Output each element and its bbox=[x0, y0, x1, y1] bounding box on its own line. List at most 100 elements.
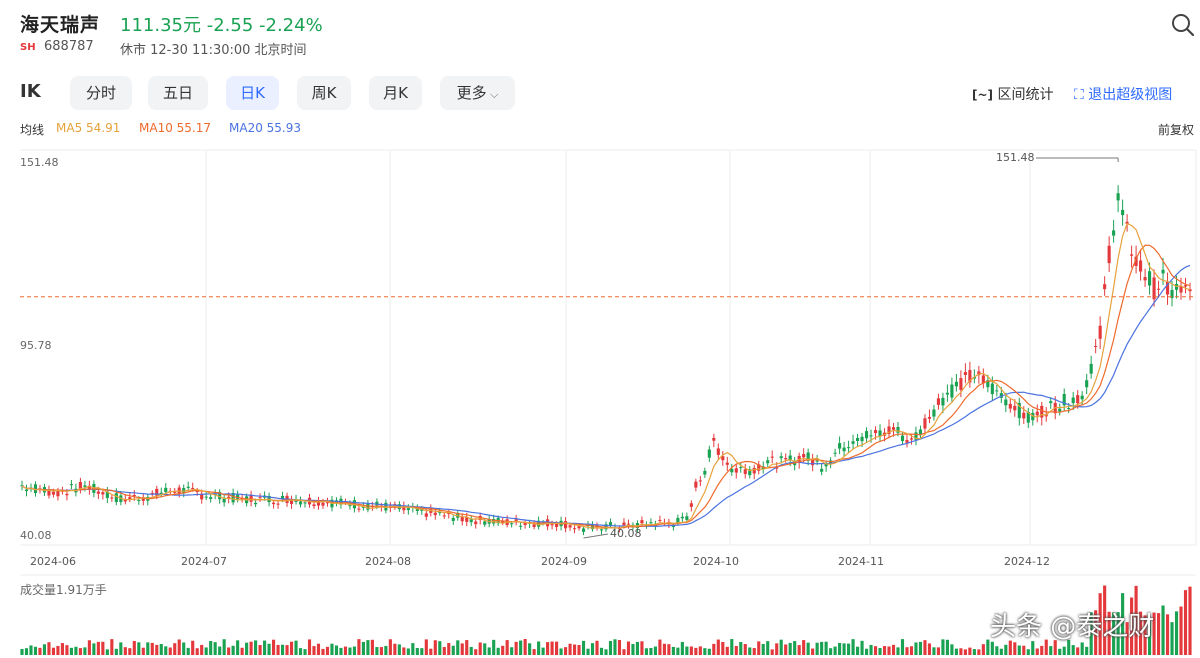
volume-bar bbox=[878, 647, 882, 655]
volume-bar bbox=[204, 647, 208, 655]
volume-bar bbox=[460, 643, 464, 655]
candle-body bbox=[716, 448, 720, 455]
ma-legend-label: 均线 bbox=[20, 123, 45, 137]
volume-bar bbox=[65, 645, 69, 655]
candle-body bbox=[316, 500, 321, 506]
volume-bar bbox=[1031, 641, 1035, 655]
candle-body bbox=[721, 456, 725, 461]
ma5-line bbox=[21, 222, 1191, 530]
volume-bar bbox=[766, 641, 770, 655]
volume-bar bbox=[631, 644, 635, 655]
volume-bar bbox=[590, 643, 595, 655]
search-icon[interactable] bbox=[1170, 12, 1196, 38]
volume-bar bbox=[361, 641, 365, 655]
candle-body bbox=[568, 525, 572, 528]
volume-bar bbox=[375, 647, 379, 655]
kline-toggle-icon[interactable]: IK bbox=[20, 81, 41, 102]
candle-body bbox=[361, 506, 365, 508]
volume-bar bbox=[1076, 647, 1080, 655]
volume-bar bbox=[451, 645, 455, 655]
candle-body bbox=[289, 499, 294, 504]
volume-bar bbox=[662, 643, 666, 655]
watermark: 头条 @泰之财 bbox=[990, 612, 1155, 642]
volume-bar bbox=[572, 644, 577, 655]
candle-body bbox=[1062, 393, 1066, 406]
candle-body bbox=[501, 520, 505, 523]
candle-body bbox=[748, 469, 752, 476]
candle-body bbox=[20, 485, 24, 487]
volume-bar bbox=[909, 646, 914, 655]
candle-body bbox=[366, 504, 370, 510]
volume-bar bbox=[393, 643, 397, 655]
focus-icon: ⛶ bbox=[1074, 87, 1084, 103]
candle-body bbox=[137, 499, 141, 501]
volume-bar bbox=[725, 646, 729, 655]
volume-bar bbox=[1040, 645, 1044, 655]
volume-bar bbox=[860, 640, 864, 655]
candle-body bbox=[581, 528, 586, 532]
volume-bar bbox=[680, 641, 684, 655]
volume-bar bbox=[200, 644, 204, 655]
candle-body bbox=[424, 513, 428, 517]
candle-body bbox=[599, 529, 604, 531]
candle-body bbox=[869, 435, 873, 437]
tab-minute[interactable]: 分时 bbox=[70, 76, 132, 110]
candle-body bbox=[941, 397, 945, 406]
volume-bar bbox=[626, 641, 631, 655]
volume-bar bbox=[492, 639, 496, 655]
tab-weekly-k[interactable]: 周K bbox=[297, 76, 351, 110]
volume-bar bbox=[146, 642, 150, 655]
candle-body bbox=[280, 495, 285, 499]
volume-bar bbox=[851, 639, 855, 655]
volume-bar bbox=[330, 643, 334, 655]
volume-bar bbox=[263, 640, 267, 655]
candle-body bbox=[1143, 277, 1147, 281]
tab-more[interactable]: 更多 ⌵ bbox=[440, 76, 515, 110]
exit-super-view-button[interactable]: ⛶ 退出超级视图 bbox=[1074, 84, 1172, 104]
volume-bar bbox=[496, 647, 500, 655]
volume-bar bbox=[78, 648, 82, 655]
interval-stats-button[interactable]: [~] 区间统计 bbox=[972, 84, 1053, 104]
candle-body bbox=[658, 519, 662, 521]
volume-bar bbox=[51, 647, 56, 655]
candle-body bbox=[932, 409, 936, 417]
candle-body bbox=[1130, 254, 1134, 256]
volume-bar bbox=[550, 641, 554, 655]
candle-body bbox=[811, 459, 815, 466]
volume-bar bbox=[1170, 622, 1174, 655]
volume-bar bbox=[1161, 605, 1165, 655]
candle-body bbox=[896, 426, 900, 433]
candle-body bbox=[1089, 363, 1093, 374]
tab-monthly-k[interactable]: 月K bbox=[369, 76, 422, 110]
candle-body bbox=[442, 515, 446, 517]
adjust-mode[interactable]: 前复权 bbox=[1157, 123, 1194, 137]
volume-bar bbox=[941, 639, 945, 655]
candle-body bbox=[83, 485, 87, 487]
candle-body bbox=[891, 427, 896, 430]
volume-bar bbox=[1165, 614, 1170, 655]
candle-body bbox=[626, 523, 631, 525]
candle-body bbox=[1147, 271, 1152, 286]
volume-bar bbox=[559, 648, 563, 655]
candle-body bbox=[1134, 256, 1138, 266]
candle-body bbox=[802, 454, 806, 458]
volume-bar bbox=[1089, 612, 1093, 655]
volume-bar bbox=[222, 639, 226, 655]
volume-bar bbox=[599, 647, 604, 655]
candle-body bbox=[159, 492, 163, 494]
volume-bar bbox=[195, 648, 199, 655]
volume-bar bbox=[397, 644, 401, 655]
candle-body bbox=[537, 520, 541, 527]
volume-bar bbox=[231, 645, 235, 655]
y-axis-label-mid: 95.78 bbox=[20, 339, 52, 352]
volume-bar bbox=[114, 648, 118, 655]
volume-bar bbox=[1053, 640, 1057, 655]
volume-bar bbox=[734, 645, 738, 655]
tab-daily-k[interactable]: 日K bbox=[226, 76, 279, 110]
tab-five-day[interactable]: 五日 bbox=[148, 76, 208, 110]
volume-bar bbox=[698, 646, 702, 655]
candle-body bbox=[972, 377, 976, 379]
candle-body bbox=[820, 468, 824, 472]
candle-body bbox=[1156, 288, 1161, 290]
